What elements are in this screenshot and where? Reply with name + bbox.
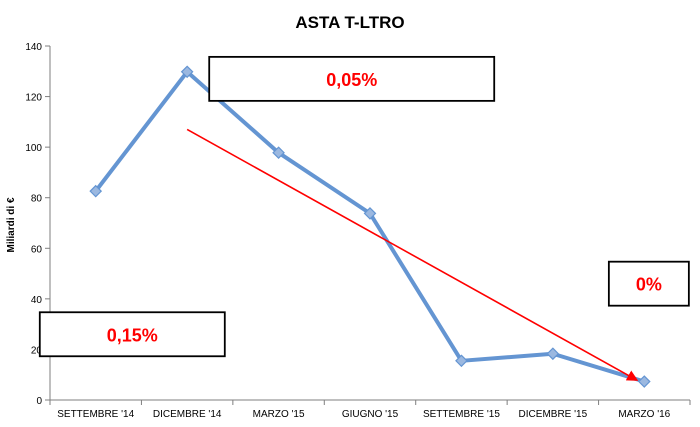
x-tick-label: SETTEMBRE '15 — [423, 409, 500, 420]
y-tick-label: 100 — [25, 143, 42, 154]
data-point — [180, 65, 194, 79]
annotation-box — [38, 311, 226, 358]
y-tick-label: 140 — [25, 42, 42, 53]
y-tick-label: 20 — [31, 345, 43, 356]
y-axis-label: Miliardi di € — [6, 197, 17, 252]
x-tick-label: MARZO '16 — [618, 409, 670, 420]
annotation-label: 0,05% — [326, 70, 377, 90]
data-point — [455, 354, 468, 368]
annotation-label: 0,15% — [107, 325, 158, 345]
y-tick-label: 40 — [31, 295, 43, 306]
x-tick-label: SETTEMBRE '14 — [57, 409, 134, 420]
y-ticks: 0 20 40 60 80 100 120 140 — [25, 42, 42, 407]
x-tick-label: GIUGNO '15 — [342, 409, 399, 420]
data-point — [363, 207, 377, 220]
x-tick-label: DICEMBRE '14 — [153, 409, 222, 420]
y-tick-label: 80 — [31, 194, 43, 205]
y-tick-label: 120 — [25, 93, 42, 104]
x-ticks: SETTEMBRE '14 DICEMBRE '14 MARZO '15 GIUGNO… — [57, 409, 670, 420]
chart-title: ASTA T-LTRO — [295, 13, 404, 32]
annotation-label: 0% — [636, 275, 662, 295]
trend-arrow — [186, 128, 639, 381]
annotation-box — [607, 260, 690, 307]
x-tick-label: MARZO '15 — [253, 409, 305, 420]
y-tick-label: 0 — [36, 396, 42, 407]
data-point — [272, 146, 285, 160]
data-point — [89, 184, 103, 198]
x-tick-label: DICEMBRE '15 — [519, 409, 588, 420]
annotation-box — [208, 55, 496, 102]
data-point — [637, 375, 651, 388]
series-layer — [89, 65, 651, 388]
data-point — [546, 347, 560, 361]
y-tick-label: 60 — [31, 244, 43, 255]
annotation-layer: 0,05% 0,15% 0% — [38, 55, 690, 358]
trend-layer — [186, 128, 639, 381]
